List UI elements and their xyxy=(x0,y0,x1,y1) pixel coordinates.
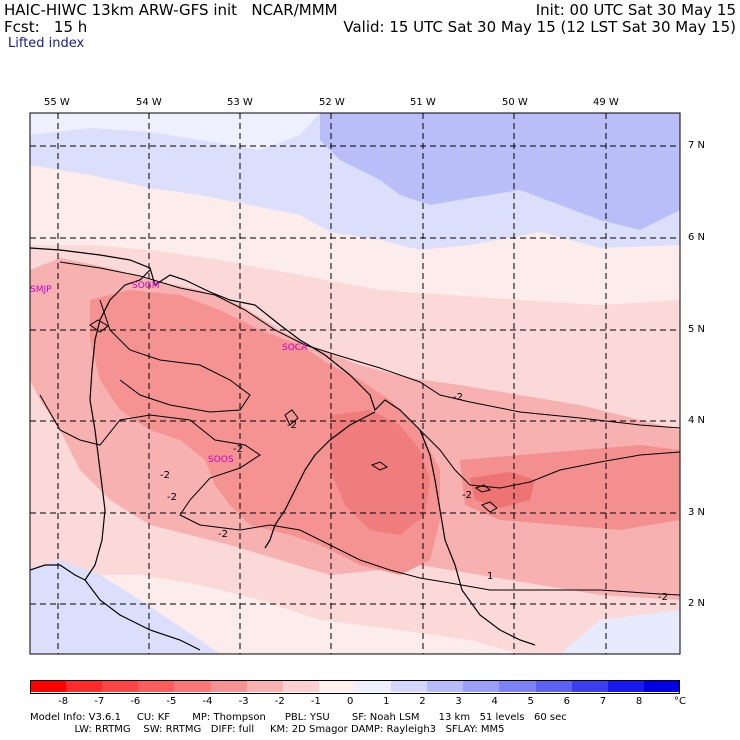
contour-label: -2 xyxy=(658,592,668,603)
colorbar-tick-label: -7 xyxy=(94,696,105,707)
colorbar-tick-label: -6 xyxy=(130,696,141,707)
lat-label-7n: 7 N xyxy=(688,140,706,151)
lon-label-55w: 55 W xyxy=(44,97,70,108)
colorbar-segment xyxy=(30,680,67,692)
lon-label-54w: 54 W xyxy=(136,97,162,108)
contour-label: -2 xyxy=(218,529,228,540)
colorbar-tick-label: 0 xyxy=(347,696,354,707)
lon-label-51w: 51 W xyxy=(410,97,436,108)
colorbar-segment xyxy=(643,680,681,692)
station-smjp: SMJP xyxy=(30,285,52,295)
lon-label-53w: 53 W xyxy=(227,97,253,108)
contour-label: -2 xyxy=(453,392,463,403)
colorbar-tick-label: -8 xyxy=(58,696,69,707)
colorbar-tick-label: 6 xyxy=(563,696,571,707)
contour-label: -2 xyxy=(233,444,243,455)
contour-label: -2 xyxy=(160,470,170,481)
lat-label-5n: 5 N xyxy=(688,324,706,335)
stable-region-north-edge xyxy=(30,113,320,150)
colorbar-segment xyxy=(138,680,175,692)
colorbar-tick-label: 5 xyxy=(527,696,534,707)
model-info-line1: Model Info: V3.6.1 CU: KF MP: Thompson P… xyxy=(30,712,567,723)
colorbar-segment xyxy=(318,680,356,692)
contour-lines xyxy=(39,261,680,596)
lat-label-3n: 3 N xyxy=(688,507,706,518)
colorbar-segment xyxy=(427,680,464,692)
lat-label-6n: 6 N xyxy=(688,232,706,243)
colorbar-segment xyxy=(499,680,537,692)
coastline-borders xyxy=(30,247,536,651)
lat-label-2n: 2 N xyxy=(688,598,706,609)
colorbar-tick-label: 8 xyxy=(635,696,643,707)
model-title: HAIC-HIWC 13km ARW-GFS init NCAR/MMM xyxy=(4,1,338,19)
colorbar-segment xyxy=(391,680,428,692)
colorbar-tick-label: -3 xyxy=(238,696,249,707)
colorbar-tick-label: -4 xyxy=(202,696,213,707)
lon-label-50w: 50 W xyxy=(502,97,528,108)
colorbar-segment xyxy=(355,680,392,692)
colorbar-tick-label: 7 xyxy=(599,696,607,707)
station-sogm: SOGM xyxy=(132,281,160,291)
coastline xyxy=(30,247,536,646)
map-frame xyxy=(29,112,681,655)
stable-region-south-blue xyxy=(560,610,680,654)
colorbar-segment xyxy=(282,680,320,692)
colorbar-segment xyxy=(210,680,248,692)
lat-label-4n: 4 N xyxy=(688,415,706,426)
border-suriname-french-guiana xyxy=(84,269,201,651)
unstable-region-core xyxy=(330,410,430,535)
colorbar-frame xyxy=(30,680,680,694)
border-french-guiana-brazil xyxy=(264,411,376,549)
colorbar-tick-label: -1 xyxy=(310,696,321,707)
contour-label: -2 xyxy=(287,420,297,431)
colorbar-tick-label: -2 xyxy=(274,696,285,707)
colorbar-segment xyxy=(571,680,609,692)
unstable-region-east xyxy=(460,445,680,530)
field-name: Lifted index xyxy=(8,36,85,51)
contour-label: -2 xyxy=(462,490,472,501)
stable-region-southwest-edge xyxy=(100,575,520,654)
lon-label-52w: 52 W xyxy=(319,97,345,108)
neutral-band xyxy=(30,165,680,305)
lon-label-49w: 49 W xyxy=(593,97,619,108)
colorbar-unit: °C xyxy=(674,696,686,707)
forecast-hour: Fcst: 15 h xyxy=(4,18,88,36)
stable-region-southwest xyxy=(30,560,220,654)
stable-region-north-core xyxy=(320,113,680,230)
station-soos: SOOS xyxy=(208,455,234,465)
lat-lon-grid xyxy=(30,113,680,654)
colorbar-tick-label: 2 xyxy=(419,696,426,707)
init-time: Init: 00 UTC Sat 30 May 15 xyxy=(535,1,736,19)
valid-time: Valid: 15 UTC Sat 30 May 15 (12 LST Sat … xyxy=(343,18,736,36)
colorbar-segment xyxy=(535,680,573,692)
colorbar-segment xyxy=(607,680,645,692)
colorbar-tick-label: -5 xyxy=(166,696,177,707)
colorbar-tick-label: 4 xyxy=(491,696,498,707)
colorbar-segment xyxy=(246,680,284,692)
contour-label: 1 xyxy=(487,571,493,582)
contour-label: -2 xyxy=(167,492,177,503)
colorbar-segment xyxy=(66,680,103,692)
colorbar-tick-label: 1 xyxy=(383,696,390,707)
model-info-line2: LW: RRTMG SW: RRTMG DIFF: full KM: 2D Sm… xyxy=(30,724,505,735)
border-suriname-west xyxy=(30,564,86,581)
colorbar-segment xyxy=(174,680,212,692)
station-soca: SOCA xyxy=(282,343,308,353)
colorbar-segment xyxy=(463,680,500,692)
colorbar-segment xyxy=(102,680,139,692)
colorbar-tick-label: 3 xyxy=(455,696,462,707)
unstable-region-east-core xyxy=(470,472,535,508)
